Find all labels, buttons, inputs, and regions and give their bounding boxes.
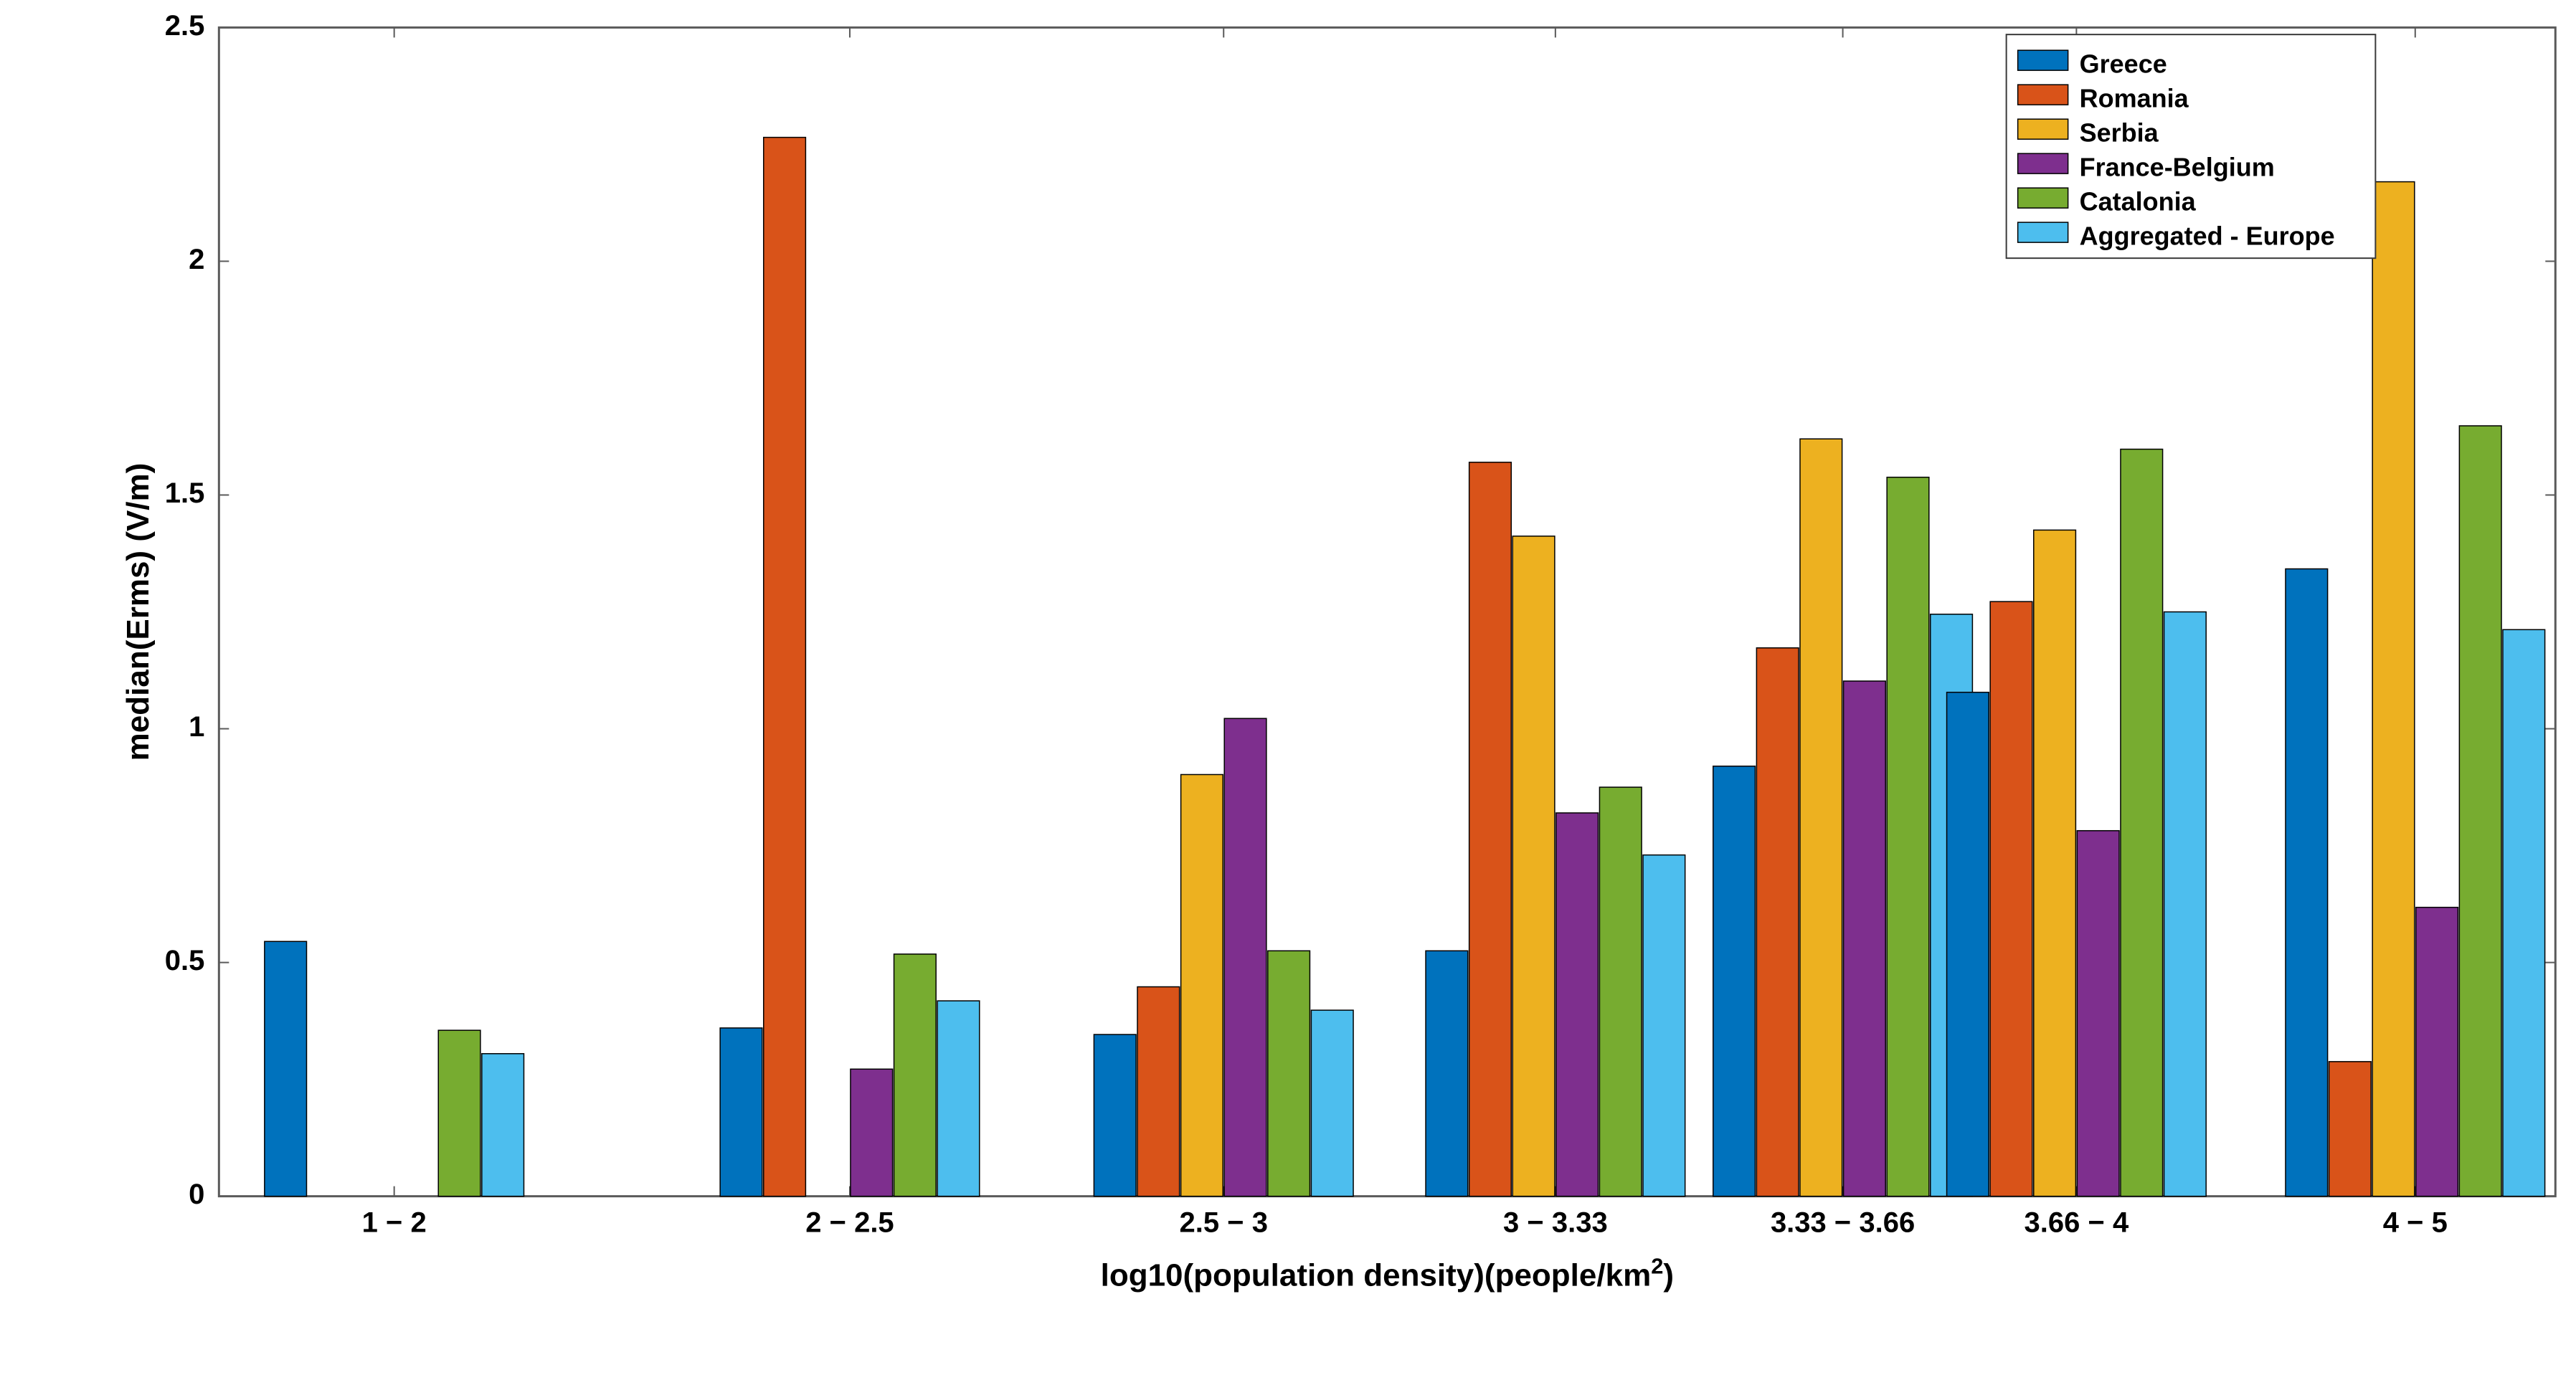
y-tick-label: 2.5 [165, 10, 205, 42]
x-tick-label: 3.33 − 3.66 [1771, 1207, 1915, 1239]
legend-label: Greece [2080, 49, 2167, 78]
chart-container: 0 0.5 1 1.5 2 2.5 median(Erms) (V/m) 1 − 2 2 − 2… [0, 0, 2576, 1375]
bar [1556, 813, 1599, 1196]
x-tick-label: 4 − 5 [2383, 1207, 2448, 1239]
x-tick-label: 2.5 − 3 [1180, 1207, 1268, 1239]
y-tick-label: 1.5 [165, 477, 205, 509]
y-tick-label: 2 [189, 244, 204, 275]
bar [1947, 693, 1989, 1196]
legend-swatch [2018, 153, 2068, 173]
bar [1713, 766, 1756, 1196]
x-tick-label: 1 − 2 [362, 1207, 427, 1239]
x-tick-label: 3.66 − 4 [2025, 1207, 2129, 1239]
bar [2416, 908, 2458, 1196]
legend-swatch [2018, 119, 2068, 139]
bar [1137, 987, 1180, 1196]
y-tick-label: 0.5 [165, 945, 205, 976]
bar [1094, 1034, 1136, 1196]
bar [1887, 477, 1929, 1196]
bar [1990, 601, 2032, 1196]
x-tick-label: 3 − 3.33 [1503, 1207, 1608, 1239]
bar [1756, 648, 1799, 1196]
bar [2164, 612, 2207, 1196]
bar [1224, 718, 1266, 1196]
bar [482, 1054, 524, 1196]
y-tick-label: 1 [189, 711, 204, 743]
legend-label: Serbia [2080, 118, 2159, 147]
bar [2034, 530, 2076, 1196]
bar [1844, 681, 1886, 1196]
bar [2077, 831, 2119, 1196]
bar [1512, 536, 1555, 1196]
bar [1268, 951, 1310, 1196]
bar [1181, 774, 1223, 1196]
bar [2459, 426, 2501, 1196]
bar [2286, 569, 2328, 1196]
bar [438, 1030, 480, 1196]
bar [764, 138, 806, 1196]
bar [1469, 462, 1512, 1196]
y-axis-label: median(Erms) (V/m) [120, 463, 156, 761]
x-axis-label: log10(population density)(people/km2) [1101, 1253, 1674, 1293]
legend-label: France-Belgium [2080, 152, 2275, 181]
bar [851, 1069, 893, 1196]
bar [1599, 787, 1642, 1196]
bar-chart: 0 0.5 1 1.5 2 2.5 median(Erms) (V/m) 1 − 2 2 − 2… [0, 0, 2576, 1375]
bar [894, 954, 937, 1196]
bar [265, 941, 307, 1196]
bar [2121, 449, 2163, 1196]
bar [1311, 1010, 1353, 1196]
y-tick-label: 0 [189, 1179, 204, 1210]
bar [720, 1028, 762, 1196]
bar [1426, 951, 1468, 1196]
bar [2329, 1062, 2372, 1196]
bar [1643, 855, 1685, 1196]
bar [2503, 629, 2545, 1196]
bar [937, 1001, 980, 1196]
bar [2372, 182, 2415, 1196]
legend-swatch [2018, 50, 2068, 70]
legend-label: Aggregated - Europe [2080, 221, 2335, 250]
legend-swatch [2018, 188, 2068, 208]
legend-label: Romania [2080, 83, 2189, 113]
x-tick-label: 2 − 2.5 [805, 1207, 894, 1239]
legend-swatch [2018, 222, 2068, 242]
bar [1800, 439, 1842, 1196]
legend-swatch [2018, 85, 2068, 105]
legend-label: Catalonia [2080, 186, 2197, 216]
